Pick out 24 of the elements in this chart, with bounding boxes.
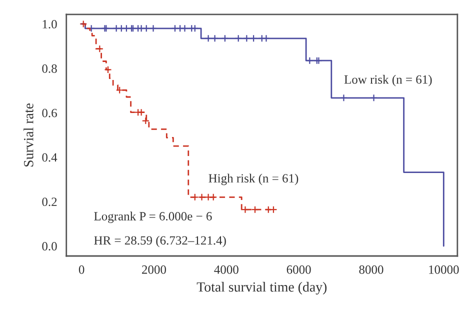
point [204,193,212,201]
y-tick-label: 0.6 [42,108,57,118]
point [116,86,124,94]
annotation: Logrank P = 6.000e − 6 [94,212,212,224]
x-tick-label: 0 [78,265,84,274]
x-tick-label: 10000 [429,265,459,274]
x-tick-label: 8000 [359,265,384,274]
point [270,206,278,214]
point [104,66,112,74]
y-tick-label: 0.2 [42,198,57,206]
annotation: Low risk (n = 61) [344,74,432,86]
y-axis-title: Survial rate [24,103,34,166]
point [142,116,150,125]
x-tick-label: 6000 [286,265,311,274]
annotation: HR = 28.59 (6.732–121.4) [94,236,226,248]
y-tick-label: 0.4 [42,153,58,162]
x-tick-label: 4000 [214,265,238,274]
point [80,20,88,28]
y-tick-label: 1.0 [42,20,57,28]
x-axis-title: Total survial time (day) [196,282,327,295]
y-tick-label: 0.8 [42,64,57,73]
y-tick-label: 0.0 [42,242,57,251]
x-tick-label: 2000 [142,265,166,274]
annotation: High risk (n = 61) [208,174,298,186]
